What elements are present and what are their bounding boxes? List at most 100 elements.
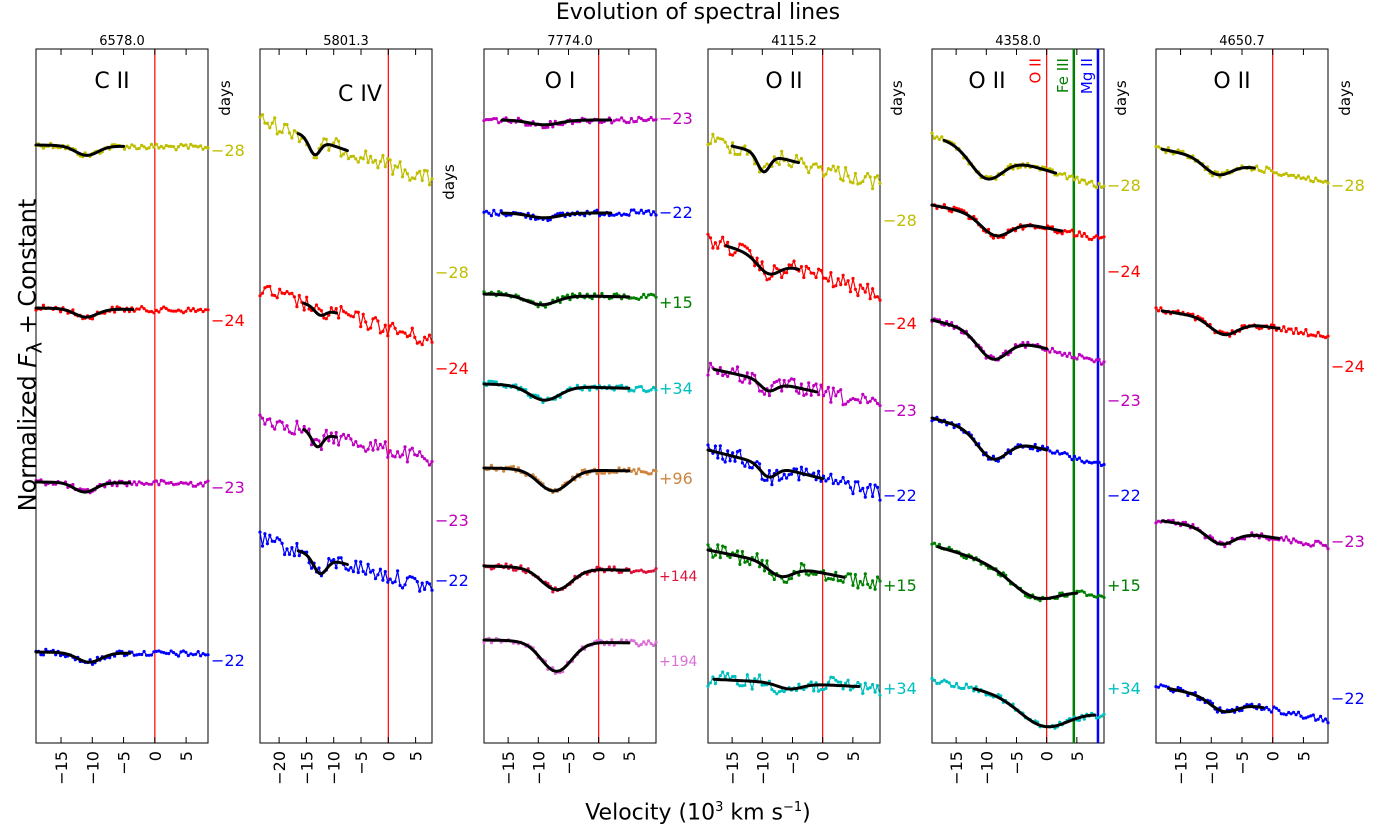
spectrum-point (396, 332, 400, 336)
spectrum-point (826, 477, 831, 481)
spectrum-point (157, 146, 161, 150)
spectrum-point (792, 467, 796, 471)
spectrum-point (861, 486, 865, 490)
spectrum-point (651, 293, 656, 297)
spectrum-point (290, 291, 294, 295)
spectrum-point (1097, 715, 1101, 720)
reference-line-label: Fe III (1054, 58, 1072, 93)
spectrum-point (807, 171, 811, 175)
spectrum-point (1299, 176, 1303, 180)
spectrum-point (654, 567, 658, 571)
spectrum-point (312, 156, 316, 160)
spectrum-point (263, 286, 267, 290)
spectrum-point (154, 649, 158, 654)
spectrum-point (341, 432, 346, 436)
spectrum-point (721, 137, 725, 141)
spectrum-point (743, 244, 747, 248)
spectrum-point (71, 308, 75, 312)
spectrum-point (415, 453, 419, 458)
spectrum-point (1292, 331, 1296, 335)
spectrum-point (1282, 325, 1286, 329)
x-tick-label: −5 (783, 751, 802, 775)
spectrum-point (1311, 180, 1315, 184)
spectrum-point (861, 179, 865, 184)
spectrum-point (393, 326, 397, 330)
spectrum-point (834, 570, 838, 575)
spectrum-point (405, 172, 409, 176)
spectrum-point (127, 146, 131, 150)
x-tick-label: 0 (1038, 751, 1057, 761)
spectrum-point (90, 662, 95, 667)
spectrum-point (413, 453, 417, 457)
spectrum-point (1154, 521, 1158, 525)
spectrum-point (868, 297, 872, 301)
spectrum-point (836, 165, 840, 169)
spectrum-point (570, 292, 575, 296)
spectrum-point (186, 653, 190, 658)
spectrum-point (878, 181, 882, 185)
spectrum-point (792, 259, 796, 263)
spectrum-point (782, 270, 786, 275)
spectrum-point (930, 542, 934, 546)
spectrum-point (405, 576, 409, 580)
spectrum-point (959, 686, 964, 691)
spectrum-point (812, 572, 816, 576)
spectrum-point (649, 569, 653, 573)
spectrum-point (290, 136, 294, 140)
spectrum-point (853, 480, 858, 484)
spectrum-point (270, 121, 274, 125)
spectrum-point (556, 212, 560, 216)
spectrum-point (1240, 324, 1244, 328)
spectrum-point (1060, 232, 1064, 236)
spectrum-point (706, 684, 710, 688)
spectrum-point (856, 480, 860, 484)
spectrum-point (327, 557, 331, 561)
x-axis-label-units-exponent: −1 (783, 800, 803, 815)
spectrum-point (745, 673, 749, 677)
x-tick-label: 5 (1294, 751, 1313, 761)
x-axis-label-text: Velocity (10 (585, 800, 716, 826)
spectrum-point (1296, 331, 1301, 336)
spectrum-point (639, 295, 643, 299)
spectrum-point (615, 118, 619, 122)
spectrum-point (600, 120, 604, 124)
spectrum-point (639, 208, 643, 212)
spectrum-point (851, 396, 855, 401)
spectrum-point (740, 380, 745, 384)
x-axis-label-exponent: 3 (715, 800, 724, 815)
spectrum-point (728, 252, 732, 257)
spectrum-point (620, 116, 624, 120)
spectrum-point (649, 115, 653, 120)
spectrum-point (329, 431, 333, 435)
spectrum-point (1314, 176, 1318, 180)
spectrum-point (962, 686, 966, 691)
spectrum-point (295, 419, 299, 423)
x-tick-label: −10 (325, 751, 344, 785)
spectrum-point (1087, 593, 1091, 597)
spectrum-point (647, 293, 651, 297)
spectrum-point (339, 305, 343, 309)
spectrum-point (789, 377, 794, 381)
spectrum-point (351, 443, 355, 447)
spectrum-point (588, 388, 592, 392)
spectrum-point (644, 209, 648, 213)
epoch-label: −24 (435, 359, 469, 378)
spectrum-point (164, 306, 168, 311)
spectrum-point (268, 417, 272, 421)
spectrum-point (1085, 459, 1089, 463)
spectrum-point (853, 573, 858, 577)
spectrum-point (1250, 168, 1254, 172)
spectrum-point (846, 480, 850, 484)
spectrum-point (755, 256, 759, 260)
spectrum-point (181, 649, 185, 653)
spectrum-point (159, 307, 163, 311)
spectrum-point (718, 240, 722, 244)
spectrum-point (487, 211, 491, 215)
spectrum-point (386, 334, 390, 338)
spectrum-point (186, 482, 190, 486)
spectrum-point (172, 309, 176, 313)
spectrum-point (176, 654, 181, 658)
spectrum-point (772, 577, 776, 582)
spectrum-point (595, 208, 599, 212)
panel-frame (931, 48, 1105, 744)
